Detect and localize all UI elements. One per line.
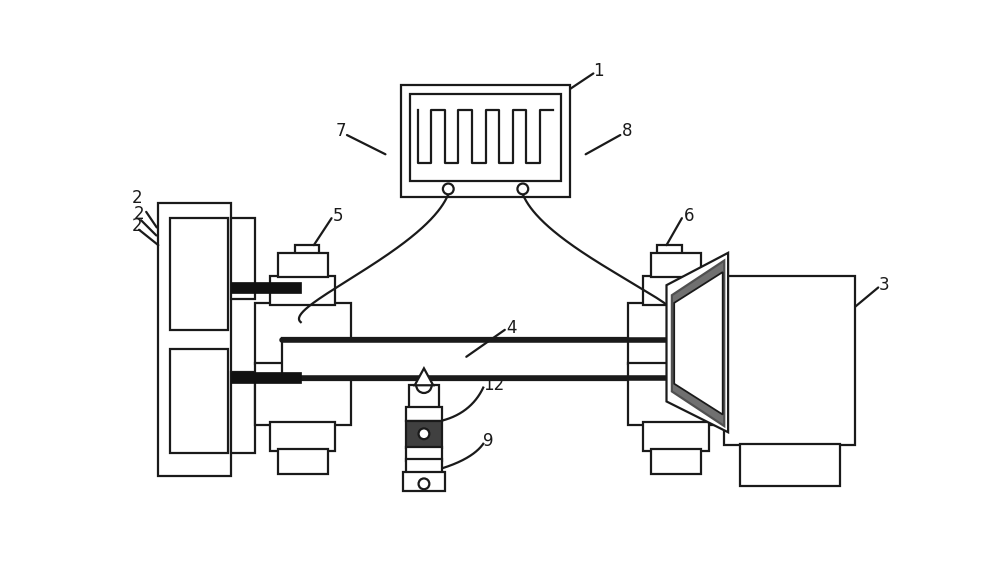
Polygon shape	[415, 369, 433, 386]
Bar	[724, 276, 855, 445]
Bar	[231, 372, 255, 453]
Bar	[170, 218, 228, 330]
Text: 6: 6	[683, 207, 694, 225]
Circle shape	[419, 429, 429, 439]
Circle shape	[517, 184, 528, 194]
Bar	[643, 422, 709, 451]
Bar	[643, 276, 709, 305]
Circle shape	[416, 378, 432, 393]
Text: 1: 1	[593, 62, 604, 80]
Bar	[628, 303, 724, 365]
Bar	[406, 421, 442, 448]
Bar	[282, 303, 332, 324]
Bar	[740, 444, 840, 486]
Bar	[651, 253, 701, 277]
Circle shape	[443, 184, 454, 194]
Polygon shape	[674, 272, 723, 414]
Bar	[231, 218, 255, 299]
Bar	[410, 94, 561, 181]
Bar	[231, 282, 301, 293]
Text: 4: 4	[506, 319, 517, 337]
Bar	[158, 203, 231, 476]
Text: 8: 8	[622, 122, 632, 140]
Bar	[255, 303, 351, 365]
Text: 9: 9	[483, 433, 494, 451]
Polygon shape	[672, 261, 724, 426]
Bar	[270, 422, 335, 451]
Bar	[403, 472, 445, 491]
Text: 5: 5	[332, 207, 343, 225]
Text: 3: 3	[878, 276, 889, 294]
Text: 2: 2	[134, 205, 144, 223]
Bar	[406, 459, 442, 473]
Bar	[657, 245, 682, 307]
Bar	[282, 337, 697, 380]
Polygon shape	[666, 253, 728, 432]
Bar	[406, 447, 442, 461]
Bar	[231, 372, 301, 383]
Text: 2: 2	[131, 189, 157, 227]
Text: 7: 7	[335, 122, 346, 140]
Bar	[270, 276, 335, 305]
Bar	[651, 449, 701, 474]
Text: 2: 2	[131, 217, 142, 235]
Bar	[255, 363, 351, 425]
Bar	[406, 407, 442, 421]
Bar	[409, 386, 439, 408]
Bar	[401, 85, 570, 197]
Bar	[278, 449, 328, 474]
Bar	[645, 303, 695, 324]
Bar	[628, 363, 724, 425]
Bar	[278, 253, 328, 277]
Text: 12: 12	[483, 376, 504, 394]
Bar	[295, 245, 319, 307]
Circle shape	[419, 479, 429, 489]
Bar	[170, 349, 228, 453]
